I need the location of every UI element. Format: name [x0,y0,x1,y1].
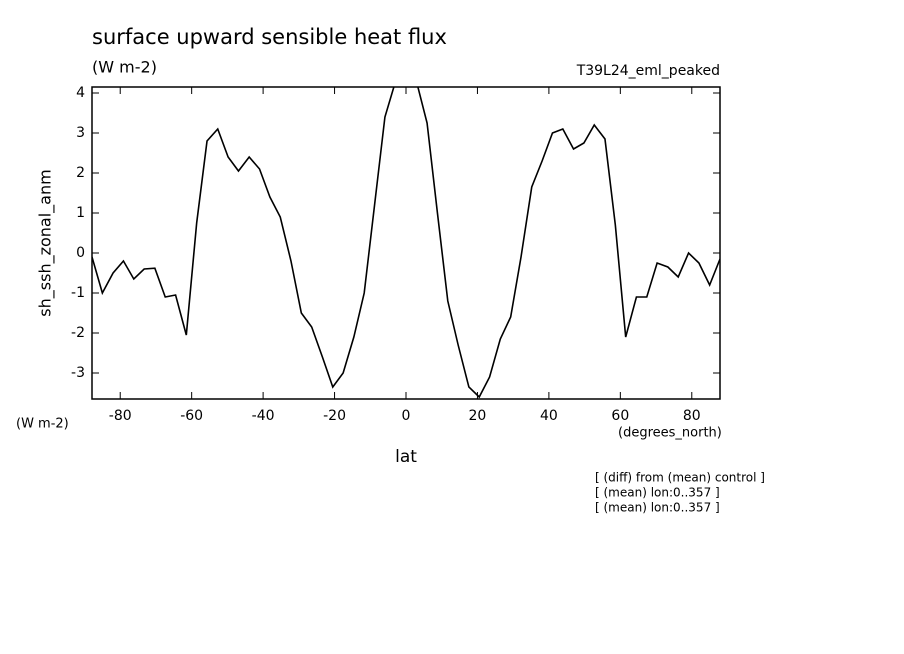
note: [ (mean) lon:0..357 ] [595,501,720,515]
x-tick-label: -20 [323,408,346,424]
y-axis-label: sh_ssh_zonal_anm [36,169,56,316]
x-tick-label: 0 [402,408,411,424]
x-tick-label: -60 [180,408,203,424]
note: [ (diff) from (mean) control ] [595,471,765,485]
x-tick-label: 60 [611,408,629,424]
experiment-label: T39L24_eml_peaked [576,63,720,79]
x-axis-label: lat [395,447,417,467]
note: [ (mean) lon:0..357 ] [595,486,720,500]
y-units: (W m-2) [16,417,69,432]
x-tick-label: 80 [683,408,701,424]
y-tick-label: 2 [76,165,85,181]
chart-title: surface upward sensible heat flux [92,25,447,49]
y-tick-label: 0 [76,245,85,261]
y-tick-label: -1 [71,285,85,301]
y-tick-label: 1 [76,205,85,221]
chart-subtitle: (W m-2) [92,58,157,77]
y-tick-label: -3 [71,365,85,381]
x-tick-label: 20 [469,408,487,424]
x-tick-label: -40 [252,408,275,424]
x-tick-label: -80 [109,408,132,424]
y-tick-label: -2 [71,325,85,341]
x-tick-label: 40 [540,408,558,424]
y-tick-label: 4 [76,85,85,101]
data-line [92,87,720,399]
plot-frame [91,86,721,400]
y-tick-label: 3 [76,125,85,141]
x-units: (degrees_north) [618,426,722,441]
plot-area [92,87,720,399]
